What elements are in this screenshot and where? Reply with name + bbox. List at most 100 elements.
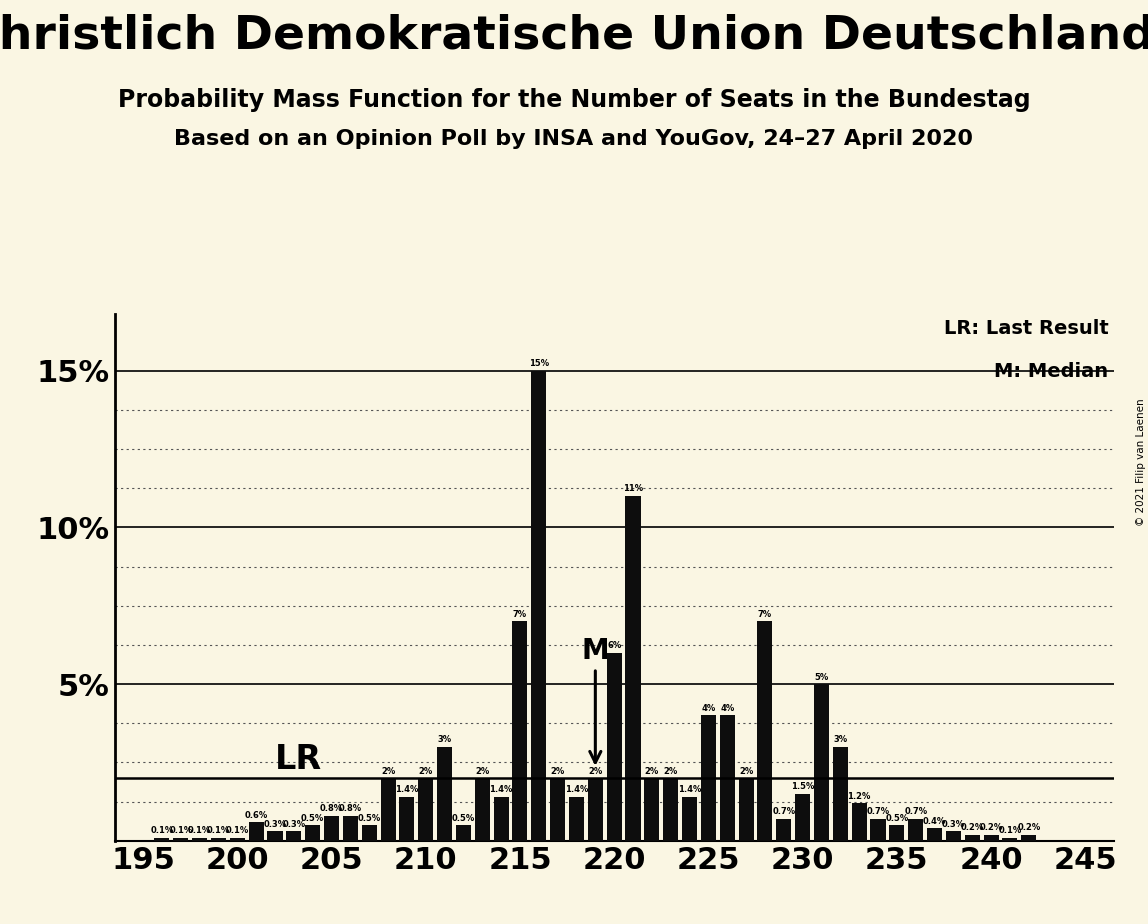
Bar	[964, 834, 979, 841]
Bar	[418, 778, 433, 841]
Text: 0.7%: 0.7%	[867, 808, 890, 817]
Bar	[362, 825, 377, 841]
Text: 0.7%: 0.7%	[773, 808, 796, 817]
Bar	[758, 621, 773, 841]
Bar	[664, 778, 678, 841]
Text: 1.4%: 1.4%	[395, 785, 419, 795]
Bar	[890, 825, 905, 841]
Text: 0.7%: 0.7%	[905, 808, 928, 817]
Text: 0.1%: 0.1%	[169, 826, 193, 835]
Bar	[230, 838, 245, 841]
Text: 0.1%: 0.1%	[188, 826, 211, 835]
Bar	[380, 778, 396, 841]
Text: 15%: 15%	[529, 359, 549, 368]
Text: 0.3%: 0.3%	[941, 820, 965, 829]
Bar	[1022, 834, 1037, 841]
Bar	[870, 819, 885, 841]
Text: 4%: 4%	[720, 704, 735, 713]
Text: 2%: 2%	[381, 767, 395, 775]
Text: © 2021 Filip van Laenen: © 2021 Filip van Laenen	[1135, 398, 1146, 526]
Text: 0.8%: 0.8%	[339, 804, 362, 813]
Text: Probability Mass Function for the Number of Seats in the Bundestag: Probability Mass Function for the Number…	[118, 88, 1030, 112]
Text: 7%: 7%	[758, 610, 771, 619]
Bar	[682, 796, 697, 841]
Bar	[776, 819, 791, 841]
Text: 0.2%: 0.2%	[961, 823, 984, 832]
Bar	[512, 621, 527, 841]
Text: 4%: 4%	[701, 704, 715, 713]
Text: 2%: 2%	[664, 767, 677, 775]
Text: 5%: 5%	[814, 673, 829, 682]
Text: LR: Last Result: LR: Last Result	[944, 320, 1109, 338]
Text: 0.2%: 0.2%	[979, 823, 1002, 832]
Bar	[626, 496, 641, 841]
Bar	[494, 796, 509, 841]
Text: 0.1%: 0.1%	[999, 826, 1022, 835]
Bar	[400, 796, 414, 841]
Text: 1.4%: 1.4%	[565, 785, 588, 795]
Text: 2%: 2%	[588, 767, 603, 775]
Bar	[569, 796, 584, 841]
Text: 0.1%: 0.1%	[150, 826, 173, 835]
Text: 0.5%: 0.5%	[357, 814, 381, 822]
Bar	[852, 803, 867, 841]
Bar	[305, 825, 320, 841]
Bar	[908, 819, 923, 841]
Text: 2%: 2%	[739, 767, 753, 775]
Bar	[720, 715, 735, 841]
Bar	[532, 371, 546, 841]
Text: 0.6%: 0.6%	[245, 810, 267, 820]
Text: 0.5%: 0.5%	[301, 814, 324, 822]
Text: M: Median: M: Median	[994, 361, 1109, 381]
Text: 0.5%: 0.5%	[452, 814, 475, 822]
Bar	[588, 778, 603, 841]
Text: 2%: 2%	[475, 767, 489, 775]
Text: 0.3%: 0.3%	[263, 820, 287, 829]
Bar	[926, 828, 943, 841]
Text: 7%: 7%	[513, 610, 527, 619]
Bar	[644, 778, 659, 841]
Bar	[211, 838, 226, 841]
Text: Based on an Opinion Poll by INSA and YouGov, 24–27 April 2020: Based on an Opinion Poll by INSA and You…	[174, 129, 974, 150]
Text: 0.5%: 0.5%	[885, 814, 908, 822]
Bar	[946, 832, 961, 841]
Text: 2%: 2%	[645, 767, 659, 775]
Text: 0.4%: 0.4%	[923, 817, 946, 826]
Bar	[550, 778, 565, 841]
Text: 0.8%: 0.8%	[320, 804, 343, 813]
Bar	[286, 832, 302, 841]
Text: 11%: 11%	[623, 484, 643, 493]
Text: 2%: 2%	[551, 767, 565, 775]
Text: 0.2%: 0.2%	[1017, 823, 1040, 832]
Text: 0.1%: 0.1%	[207, 826, 230, 835]
Text: LR: LR	[276, 743, 323, 775]
Bar	[343, 816, 358, 841]
Bar	[154, 838, 170, 841]
Bar	[832, 747, 848, 841]
Bar	[267, 832, 282, 841]
Bar	[475, 778, 490, 841]
Text: 1.4%: 1.4%	[677, 785, 701, 795]
Bar	[796, 794, 810, 841]
Bar	[606, 652, 622, 841]
Bar	[173, 838, 188, 841]
Text: 1.2%: 1.2%	[847, 792, 871, 801]
Bar	[456, 825, 471, 841]
Bar	[192, 838, 207, 841]
Text: Christlich Demokratische Union Deutschlands: Christlich Demokratische Union Deutschla…	[0, 14, 1148, 59]
Text: 2%: 2%	[419, 767, 433, 775]
Bar	[738, 778, 753, 841]
Text: 3%: 3%	[833, 736, 847, 745]
Text: 0.3%: 0.3%	[282, 820, 305, 829]
Bar	[437, 747, 452, 841]
Bar	[1002, 838, 1017, 841]
Bar	[249, 822, 264, 841]
Bar	[701, 715, 716, 841]
Text: 6%: 6%	[607, 641, 621, 650]
Bar	[324, 816, 339, 841]
Bar	[984, 834, 999, 841]
Text: M: M	[582, 638, 610, 762]
Bar	[814, 684, 829, 841]
Text: 1.4%: 1.4%	[489, 785, 513, 795]
Text: 1.5%: 1.5%	[791, 783, 814, 791]
